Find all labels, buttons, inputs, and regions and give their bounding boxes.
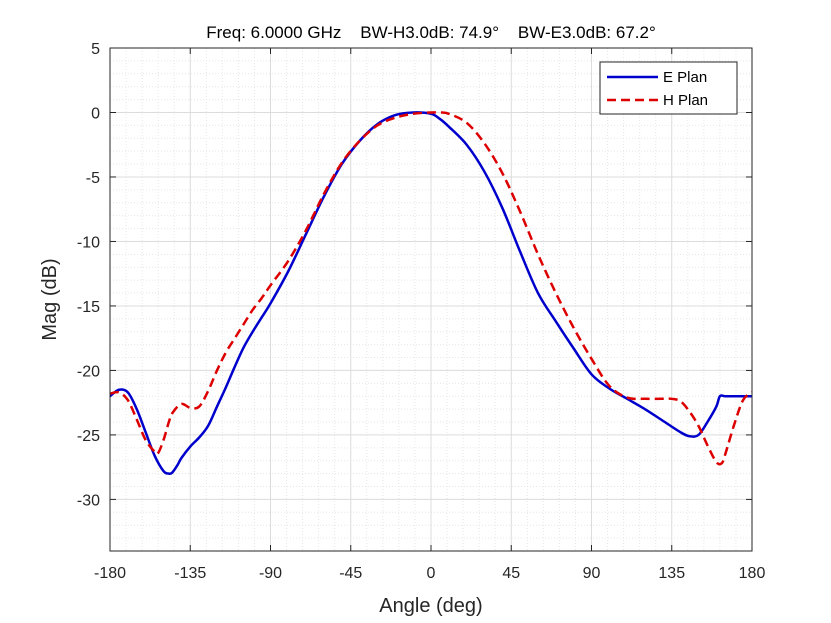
legend: E Plan H Plan bbox=[599, 61, 738, 115]
x-tick-label: -90 bbox=[259, 565, 282, 582]
legend-label-h-plan: H Plan bbox=[663, 92, 708, 109]
y-tick-label: -30 bbox=[77, 492, 100, 509]
y-tick-label: -15 bbox=[77, 299, 100, 316]
y-tick-label: 5 bbox=[91, 41, 100, 58]
x-tick-label: -180 bbox=[94, 565, 126, 582]
series-line-h-plan bbox=[110, 111, 752, 466]
x-axis-title: Angle (deg) bbox=[379, 595, 482, 617]
legend-label-e-plan: E Plan bbox=[663, 69, 707, 86]
y-tick-label: -10 bbox=[77, 234, 100, 251]
x-tick-label: -135 bbox=[174, 565, 206, 582]
tick-marks bbox=[109, 47, 753, 551]
y-tick-label: 0 bbox=[91, 105, 100, 122]
series-line-e-plan bbox=[110, 111, 752, 475]
y-tick-label: -5 bbox=[86, 170, 100, 187]
y-tick-label: -20 bbox=[77, 363, 100, 380]
chart-title: Freq: 6.0000 GHz BW-H3.0dB: 74.9° BW-E3.… bbox=[206, 23, 656, 42]
x-tick-label: 45 bbox=[502, 565, 520, 582]
x-tick-label: 90 bbox=[583, 565, 601, 582]
series-layer bbox=[110, 111, 752, 475]
y-tick-label: -25 bbox=[77, 428, 100, 445]
legend-box bbox=[599, 61, 738, 115]
y-axis-title: Mag (dB) bbox=[39, 258, 61, 340]
x-tick-label: 0 bbox=[427, 565, 436, 582]
x-tick-labels: -180 -135 -90 -45 0 45 90 135 180 bbox=[94, 565, 765, 582]
y-tick-labels: 5 0 -5 -10 -15 -20 -25 -30 bbox=[77, 41, 100, 509]
x-tick-label: 180 bbox=[739, 565, 766, 582]
x-tick-label: 135 bbox=[658, 565, 685, 582]
x-tick-label: -45 bbox=[339, 565, 362, 582]
